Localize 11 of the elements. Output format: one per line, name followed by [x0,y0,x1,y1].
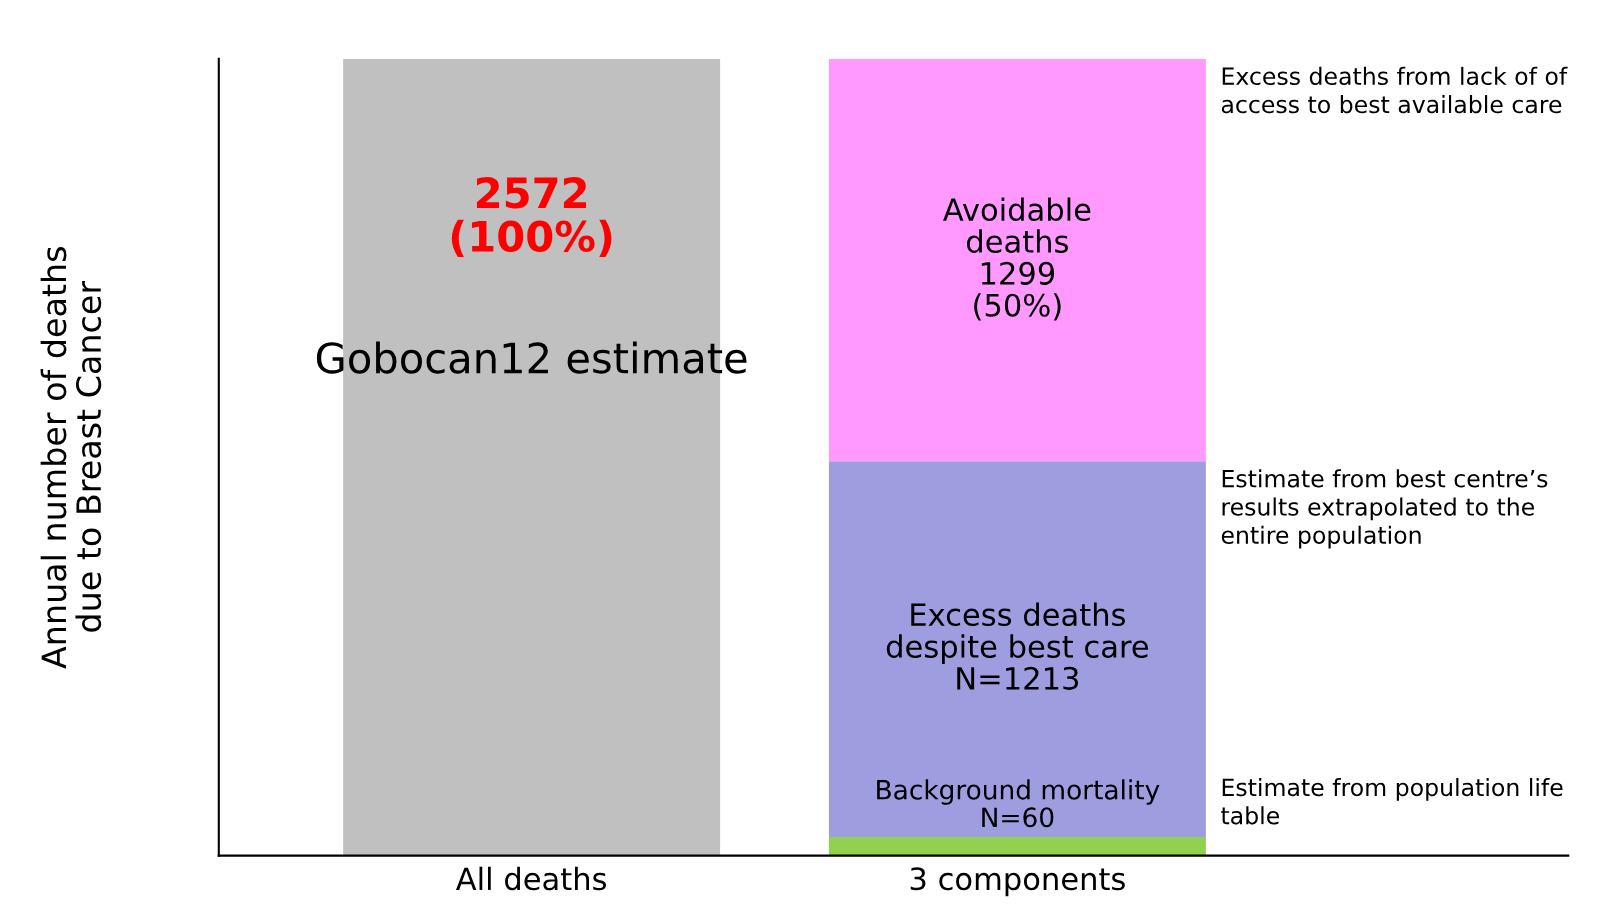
data-label: Excess deaths despite best care N=1213 [886,602,1149,690]
x-tick-label: 3 components [910,867,1125,897]
data-label: Avoidable deaths 1299 (50%) [943,197,1091,321]
annotation: Estimate from population life table [1221,777,1563,825]
y-axis-title: Annual number of deaths due to Breast Cancer [40,247,102,669]
annotation: Estimate from best centre’s results extrapolated to the entire population [1221,469,1548,549]
x-tick-label: All deaths [455,866,607,891]
annotation: Excess deaths from lack of of access to best available care [1221,66,1568,114]
data-label: Background mortality N=60 [877,779,1160,828]
annotation: Gobocan12 estimate [316,341,747,374]
data-label: 2572 (100%) [451,177,612,257]
